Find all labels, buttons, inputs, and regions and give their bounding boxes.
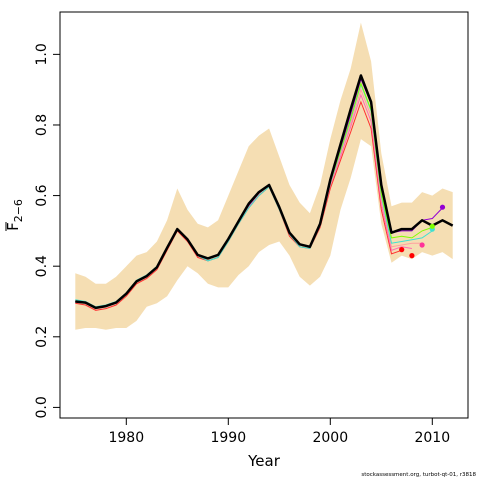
x-axis: 1980 1990 2000 2010 [108,417,450,446]
endpoint-marker-3 [419,242,425,248]
series-layer [75,74,454,311]
endpoint-marker-2 [409,253,415,259]
footer-credit: stockassessment.org, turbot-qt-01, r3818 [361,472,476,478]
y-axis: 0.0 0.2 0.4 0.6 0.8 1.0 [34,43,60,419]
y-axis-label: F2−6 [4,199,25,231]
x-axis-label: Year [247,452,281,470]
endpoint-marker-5 [429,223,435,229]
y-tick-label: 0.8 [34,114,50,136]
svg-text:F2−6: F2−6 [4,199,25,231]
y-tick-label: 0.2 [34,326,50,348]
y-axis-label-subscript: 2−6 [12,199,25,222]
y-axis-label-base: F [4,222,22,231]
x-tick-label: 2000 [312,430,348,446]
y-tick-label: 0.4 [34,255,50,277]
x-tick-label: 1990 [210,430,246,446]
x-tick-label: 2010 [414,430,450,446]
y-tick-label: 1.0 [34,43,50,65]
endpoint-marker-6 [439,204,446,210]
main-series-line [75,74,454,310]
y-tick-label: 0.6 [34,184,50,206]
endpoint-marker-1 [399,247,405,253]
confidence-band-layer [75,22,453,330]
y-tick-label: 0.0 [34,396,50,418]
confidence-band [75,22,453,330]
x-tick-label: 1980 [108,430,144,446]
endpoint-markers-layer [399,204,446,259]
